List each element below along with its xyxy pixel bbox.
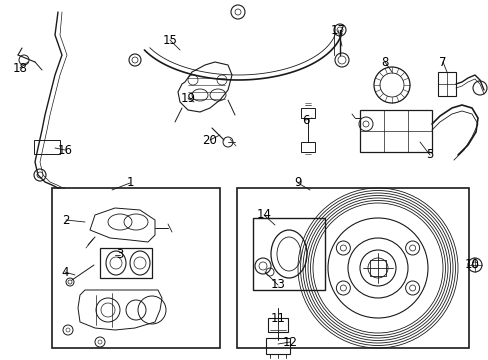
Text: 13: 13: [270, 279, 285, 292]
Bar: [301, 108, 314, 118]
Text: 17: 17: [330, 23, 345, 36]
Bar: [237, 188, 468, 348]
Bar: [34, 140, 60, 154]
Text: 11: 11: [270, 311, 285, 324]
Bar: [265, 338, 289, 354]
Text: 10: 10: [464, 258, 478, 271]
Bar: [252, 218, 325, 290]
Bar: [437, 72, 455, 96]
Text: 15: 15: [162, 33, 177, 46]
Text: 8: 8: [381, 55, 388, 68]
Text: 7: 7: [438, 55, 446, 68]
Text: 6: 6: [302, 113, 309, 126]
Bar: [301, 142, 314, 152]
Text: 1: 1: [126, 176, 134, 189]
Text: 3: 3: [116, 248, 123, 261]
Bar: [100, 248, 152, 278]
Text: 16: 16: [58, 144, 72, 157]
Text: 5: 5: [426, 148, 433, 162]
Text: 14: 14: [256, 208, 271, 221]
Text: 2: 2: [62, 213, 70, 226]
Text: 12: 12: [282, 336, 297, 348]
Bar: [52, 188, 220, 348]
Text: 4: 4: [61, 266, 69, 279]
Text: 9: 9: [294, 176, 301, 189]
Text: 20: 20: [202, 134, 217, 147]
Bar: [267, 318, 287, 332]
Bar: [369, 260, 385, 276]
Bar: [359, 110, 431, 152]
Text: 19: 19: [180, 91, 195, 104]
Text: 18: 18: [13, 62, 27, 75]
